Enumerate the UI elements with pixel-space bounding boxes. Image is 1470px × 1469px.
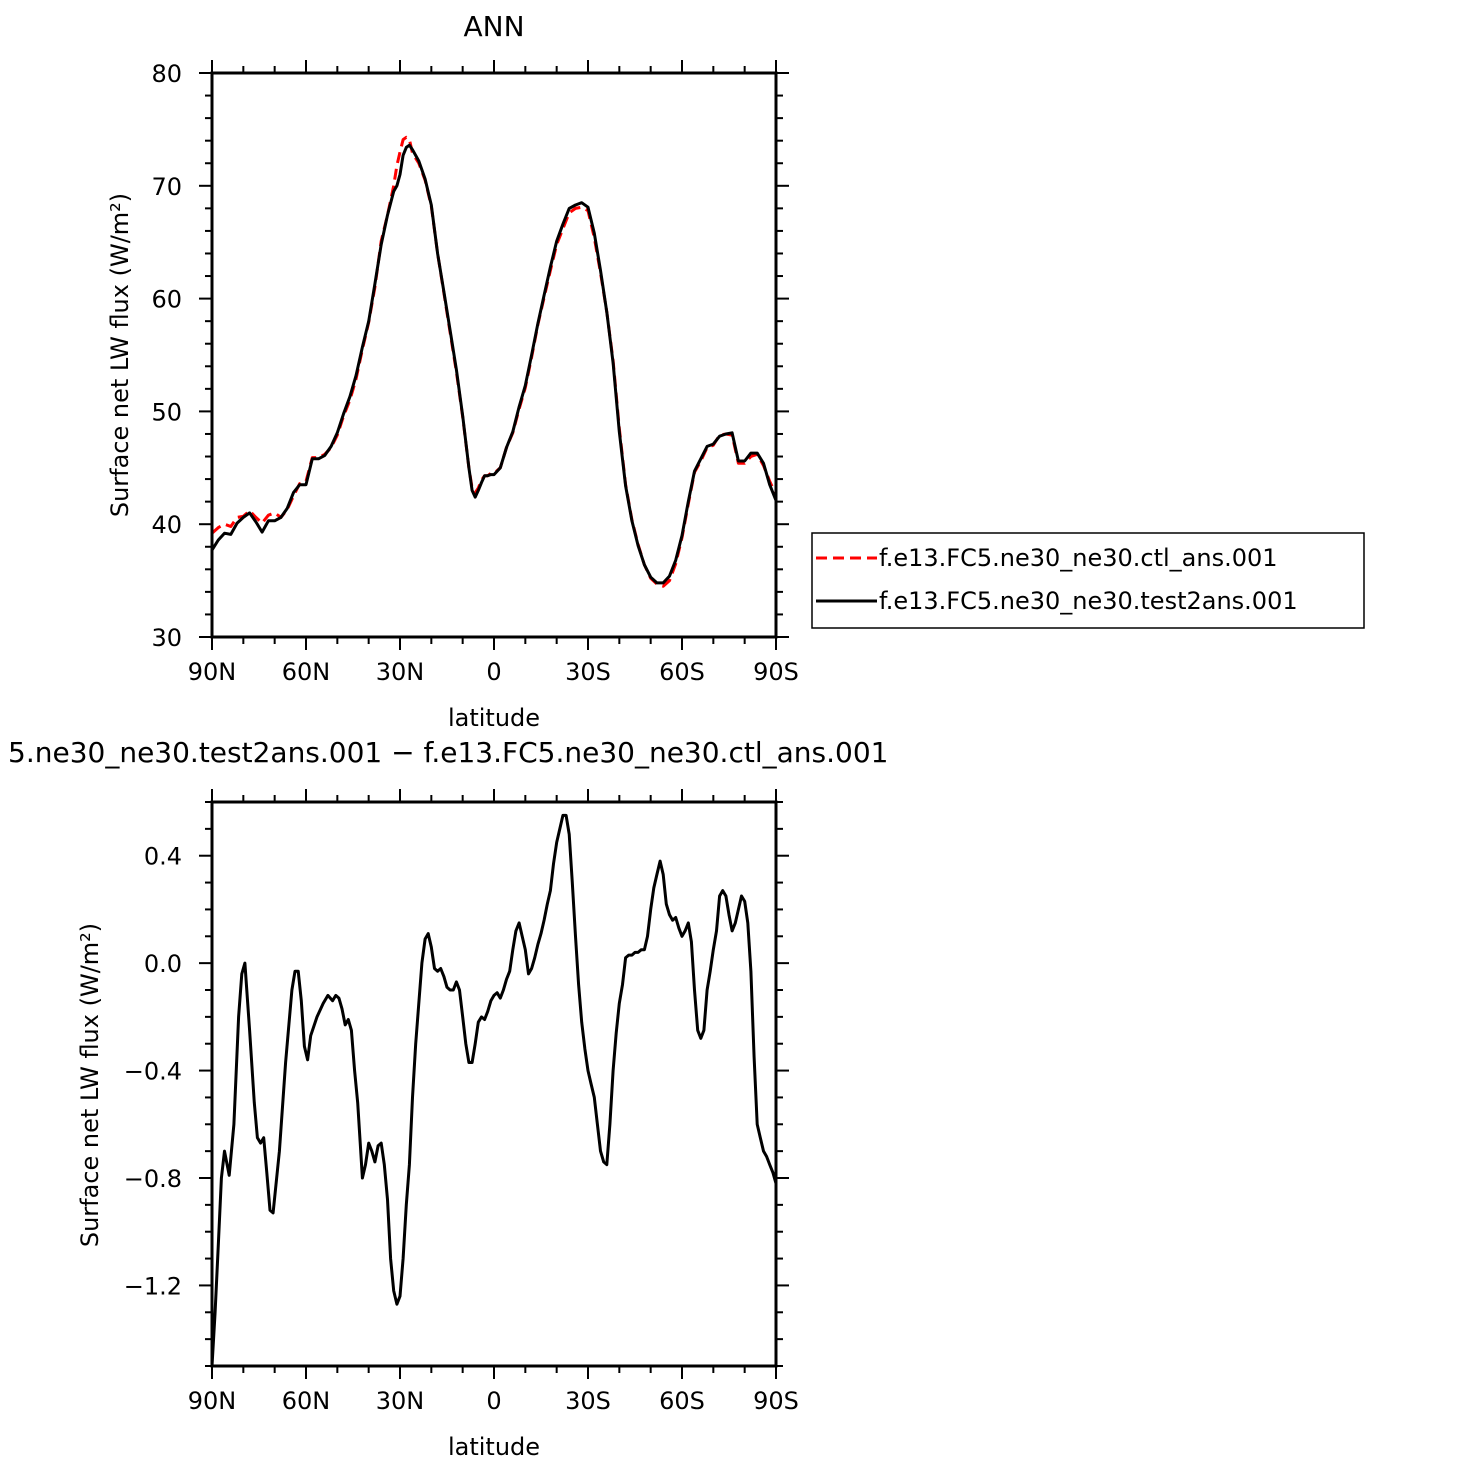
bottom-y-axis-label: Surface net LW flux (W/m²): [76, 923, 104, 1247]
bottom-axes: 90N 60N 30N 0 30S 60S 90S 0.4 0.0 −0.4 −0.8 −1.2: [124, 789, 799, 1415]
y-tick-label-0-2: 50: [151, 398, 182, 426]
x-tick-label-1-0: 90N: [188, 1387, 237, 1415]
bottom-chart-title: 5.ne30_ne30.test2ans.001 − f.e13.FC5.ne3…: [8, 736, 888, 769]
y-tick-label-1-0: 0.4: [144, 843, 182, 871]
top-y-axis-label: Surface net LW flux (W/m²): [106, 193, 134, 517]
series-line-1-0: [210, 813, 778, 1367]
x-tick-label-1-2: 30N: [376, 1387, 425, 1415]
x-tick-label-0-4: 30S: [565, 658, 611, 686]
x-tick-label-1-3: 0: [486, 1387, 501, 1415]
legend-label-ctl: f.e13.FC5.ne30_ne30.ctl_ans.001: [879, 544, 1278, 572]
top-chart-panel: ANN 90N 60N 30N 0 30S 60S 90S 30 40 50 60 70 80 lati…: [106, 10, 799, 732]
x-tick-label-0-3: 0: [486, 658, 501, 686]
y-tick-label-0-3: 60: [151, 286, 182, 314]
y-tick-label-1-3: −0.8: [124, 1165, 182, 1193]
x-tick-label-0-0: 90N: [188, 658, 237, 686]
y-tick-label-0-0: 30: [151, 624, 182, 652]
y-tick-label-0-1: 40: [151, 511, 182, 539]
top-series-group: [210, 135, 778, 588]
x-tick-label-1-1: 60N: [282, 1387, 331, 1415]
bottom-x-axis-label: latitude: [448, 1433, 540, 1461]
y-tick-label-1-1: 0.0: [144, 950, 182, 978]
plot-frame-1: [210, 800, 778, 1368]
bottom-series-group: [210, 813, 778, 1367]
legend: f.e13.FC5.ne30_ne30.ctl_ans.001 f.e13.FC…: [811, 532, 1365, 629]
plot-frame-0: [210, 71, 778, 639]
x-tick-label-0-5: 60S: [659, 658, 705, 686]
top-axes: 90N 60N 30N 0 30S 60S 90S 30 40 50 60 70 80: [151, 60, 799, 686]
y-tick-label-1-2: −0.4: [124, 1058, 182, 1086]
legend-box: [811, 532, 1365, 629]
y-tick-label-1-4: −1.2: [124, 1272, 182, 1300]
x-tick-label-0-2: 30N: [376, 658, 425, 686]
y-tick-label-0-5: 80: [151, 60, 182, 88]
y-tick-label-0-4: 70: [151, 173, 182, 201]
bottom-chart-panel: 5.ne30_ne30.test2ans.001 − f.e13.FC5.ne3…: [8, 736, 888, 1461]
x-tick-label-1-5: 60S: [659, 1387, 705, 1415]
x-tick-label-1-6: 90S: [753, 1387, 799, 1415]
x-tick-label-0-6: 90S: [753, 658, 799, 686]
series-line-0-0: [211, 135, 778, 588]
x-tick-label-1-4: 30S: [565, 1387, 611, 1415]
series-line-0-1: [210, 143, 778, 585]
x-tick-label-0-1: 60N: [282, 658, 331, 686]
top-x-axis-label: latitude: [448, 704, 540, 732]
legend-label-test: f.e13.FC5.ne30_ne30.test2ans.001: [879, 587, 1298, 615]
top-chart-title: ANN: [463, 10, 524, 43]
